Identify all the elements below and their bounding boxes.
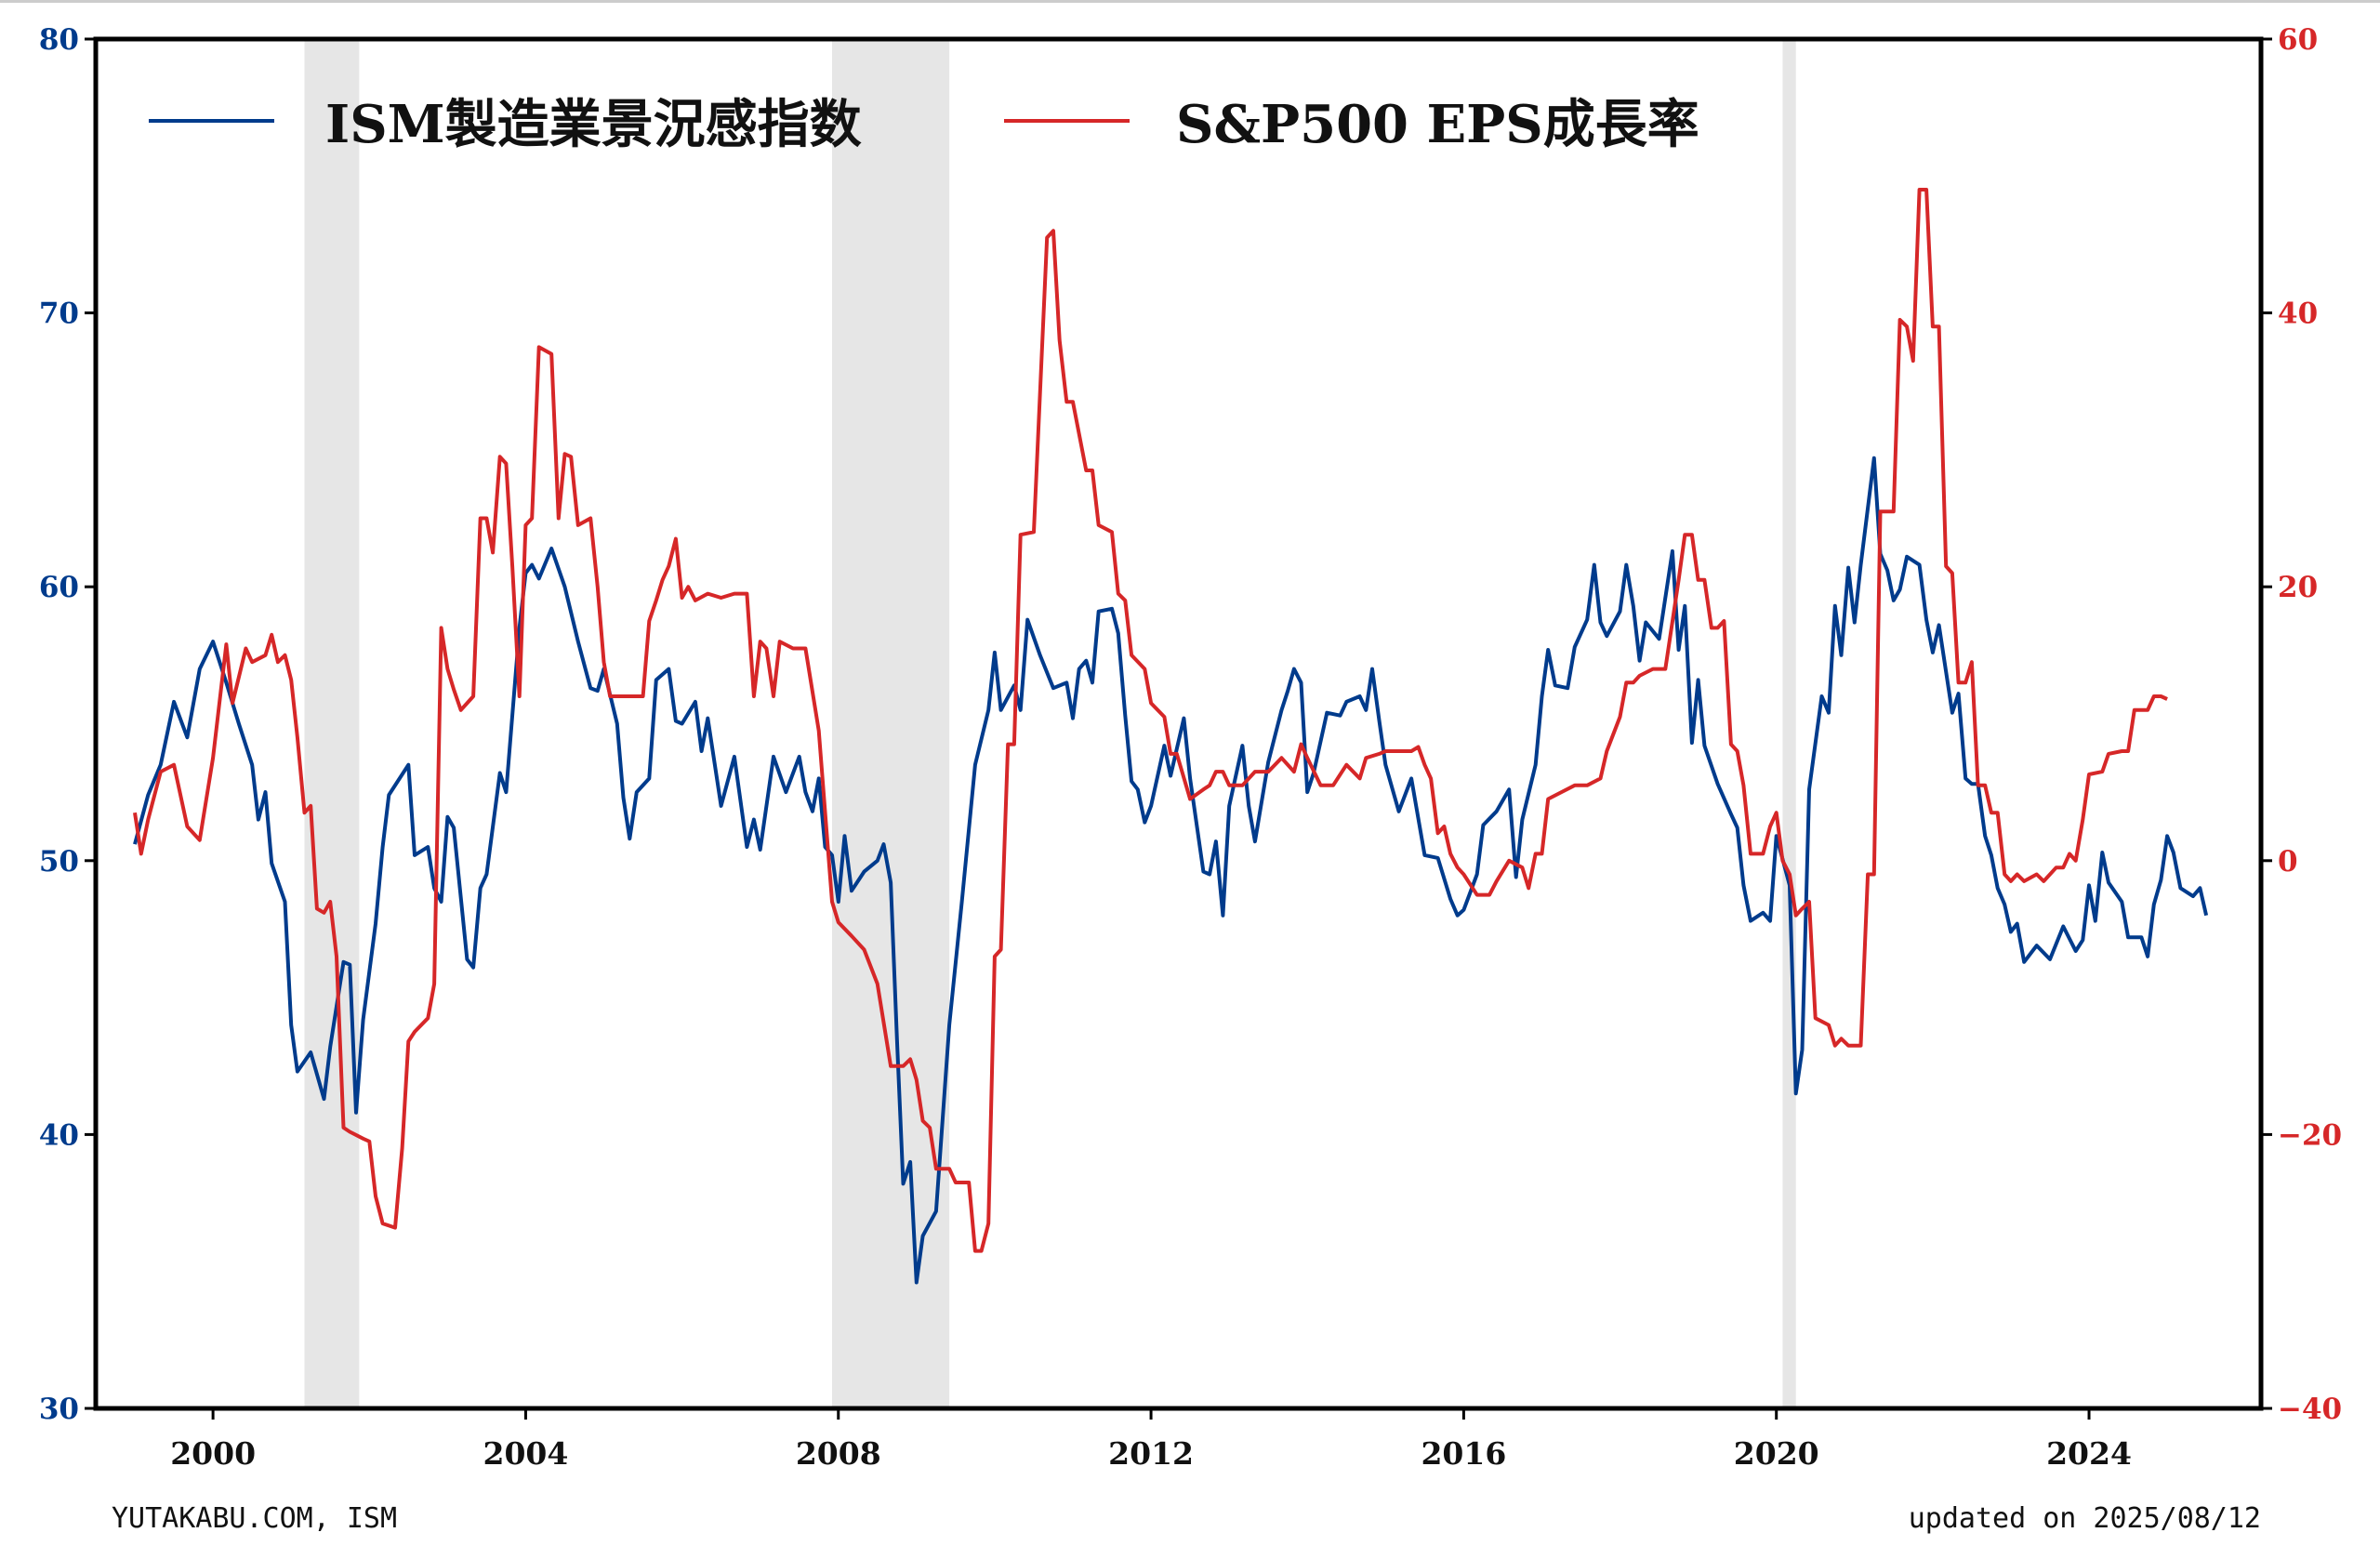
x-tick-label: 2004 — [483, 1435, 569, 1472]
series-line-eps — [133, 188, 2168, 1253]
left-tick-label: 60 — [39, 571, 79, 604]
right-tick-label: −40 — [2278, 1393, 2342, 1426]
legend-eps-label: S&P500 EPS成長率 — [1176, 94, 1699, 155]
x-tick-label: 2012 — [1108, 1435, 1194, 1472]
x-tick-label: 2024 — [2046, 1435, 2132, 1472]
left-tick-label: 50 — [39, 845, 79, 879]
x-tick-label: 2020 — [1734, 1435, 1819, 1472]
x-tick-label: 2016 — [1421, 1435, 1506, 1472]
legend-ism-label: ISM製造業景況感指数 — [325, 94, 862, 155]
recession-band-1 — [304, 39, 360, 1408]
plot-frame — [93, 36, 2264, 1411]
footer-updated: updated on 2025/08/12 — [1909, 1502, 2261, 1535]
recession-bands — [304, 39, 1796, 1408]
x-tick-label: 2000 — [170, 1435, 256, 1472]
left-tick-label: 80 — [39, 23, 79, 57]
right-tick-label: 40 — [2278, 297, 2318, 331]
right-y-axis: −40 −20 0 20 40 60 — [2261, 23, 2342, 1426]
left-tick-label: 30 — [39, 1393, 79, 1426]
left-y-axis: 30 40 50 60 70 80 — [39, 23, 96, 1426]
recession-band-3 — [1782, 39, 1796, 1408]
left-tick-label: 40 — [39, 1118, 79, 1152]
series-line-ism — [133, 456, 2209, 1285]
left-tick-label: 70 — [39, 297, 79, 331]
top-border — [0, 0, 2380, 3]
recession-band-2 — [832, 39, 950, 1408]
x-tick-label: 2008 — [796, 1435, 881, 1472]
right-tick-label: 0 — [2278, 845, 2298, 879]
series-lines — [133, 188, 2209, 1285]
right-tick-label: 20 — [2278, 571, 2318, 604]
right-tick-label: −20 — [2278, 1118, 2342, 1152]
x-axis: 2000 2004 2008 2012 2016 2020 2024 — [170, 1408, 2132, 1472]
footer-source: YUTAKABU.COM, ISM — [112, 1502, 397, 1535]
legend: ISM製造業景況感指数 S&P500 EPS成長率 — [149, 94, 1699, 155]
right-tick-label: 60 — [2278, 23, 2318, 57]
